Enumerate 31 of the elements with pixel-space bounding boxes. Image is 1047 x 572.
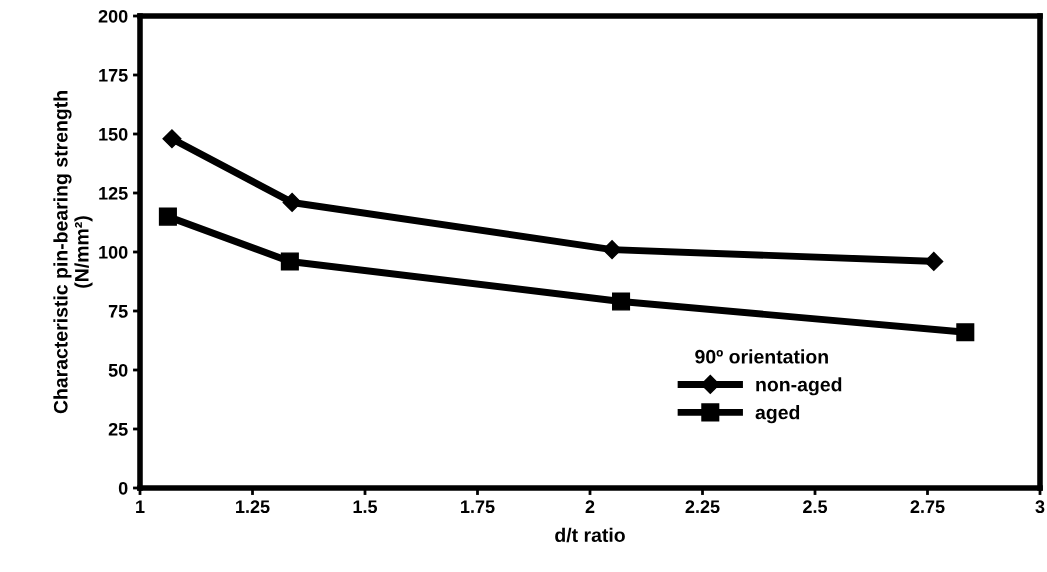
point xyxy=(602,240,622,260)
x-tick-label: 1.5 xyxy=(353,500,378,514)
y-axis-title: Characteristic pin-bearing strength (N/mm²) xyxy=(53,91,93,414)
x-tick-label: 2.75 xyxy=(910,500,945,514)
y-tick-label: 25 xyxy=(108,422,128,436)
y-tick-label: 0 xyxy=(118,481,128,495)
y-tick-label: 75 xyxy=(108,305,128,318)
legend-title: 90º orientation xyxy=(695,349,828,364)
y-tick-label: 125 xyxy=(99,186,128,200)
y-tick-label: 50 xyxy=(108,363,128,377)
x-tick-label: 1 xyxy=(136,500,145,513)
x-tick-label: 1.75 xyxy=(461,500,495,514)
point xyxy=(924,251,944,271)
x-tick-label: 1.25 xyxy=(236,500,270,514)
x-tick-label: 2.25 xyxy=(685,500,720,514)
legend-label: non-aged xyxy=(756,377,842,396)
point xyxy=(158,207,177,226)
x-tick-label: 3 xyxy=(1035,500,1045,514)
x-axis-title: d/t ratio xyxy=(555,527,625,543)
x-tick-label: 2 xyxy=(585,500,595,513)
point xyxy=(162,129,182,149)
point xyxy=(280,252,299,271)
point xyxy=(956,323,975,342)
point xyxy=(612,292,631,311)
y-tick-label: 150 xyxy=(99,127,128,141)
y-tick-label: 200 xyxy=(98,9,128,23)
y-tick-label: 100 xyxy=(99,245,128,259)
point xyxy=(282,192,302,212)
y-tick-label: 175 xyxy=(99,69,128,82)
legend-label: aged xyxy=(755,405,800,424)
x-tick-label: 2.5 xyxy=(803,500,828,514)
